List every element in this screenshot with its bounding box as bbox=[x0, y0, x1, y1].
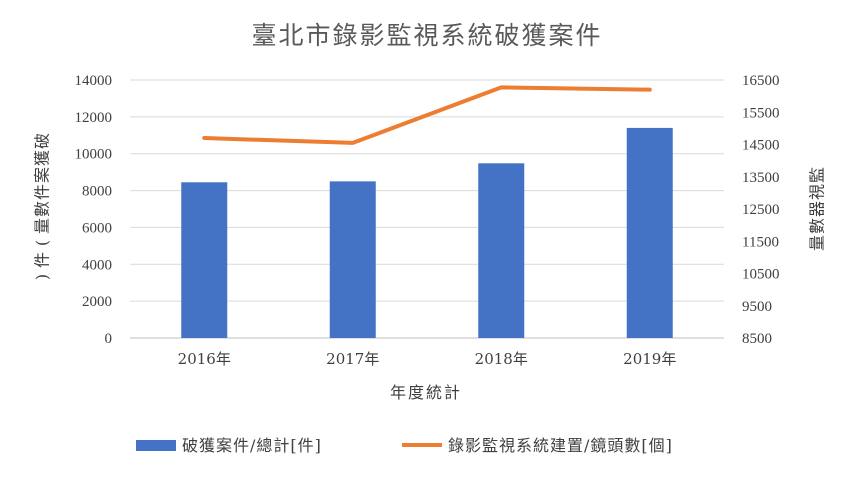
bar bbox=[181, 182, 228, 338]
legend-label: 錄影監視系統建置/鏡頭數[個] bbox=[448, 436, 673, 455]
y-tick-label: 10000 bbox=[75, 147, 113, 163]
svg-text:件: 件 bbox=[33, 250, 52, 268]
bar-series bbox=[181, 127, 673, 339]
y2-tick-label: 8500 bbox=[742, 331, 772, 347]
y-axis-right: 8500 9500 10500 11500 12500 13500 14500 15500 16… bbox=[742, 73, 827, 347]
bar bbox=[329, 181, 376, 338]
y2-tick-label: 11500 bbox=[742, 234, 779, 250]
y2-tick-label: 13500 bbox=[742, 170, 780, 186]
y2-tick-label: 10500 bbox=[742, 267, 780, 283]
legend-label: 破獲案件/總計[件] bbox=[182, 436, 322, 455]
y-tick-label: 14000 bbox=[75, 73, 113, 89]
x-axis: 2016年 2017年 2018年 2019年 bbox=[178, 350, 677, 368]
y2-tick-label: 16500 bbox=[742, 73, 780, 89]
y2-tick-label: 9500 bbox=[742, 299, 772, 315]
legend: 破獲案件/總計[件] 錄影監視系統建置/鏡頭數[個] bbox=[136, 436, 673, 455]
y-tick-label: 8000 bbox=[82, 184, 112, 200]
y-tick-label: 12000 bbox=[75, 110, 113, 126]
svg-text:量: 量 bbox=[33, 216, 52, 234]
svg-text:獲: 獲 bbox=[33, 148, 52, 166]
legend-swatch-bar bbox=[136, 440, 176, 451]
y-tick-label: 4000 bbox=[82, 257, 112, 273]
y-tick-label: 2000 bbox=[82, 294, 112, 310]
y2-tick-label: 14500 bbox=[742, 138, 780, 154]
svg-text:案: 案 bbox=[33, 165, 52, 183]
y2-tick-label: 15500 bbox=[742, 105, 780, 121]
chart-title: 臺北市錄影監視系統破獲案件 bbox=[251, 21, 602, 50]
svg-text:監: 監 bbox=[808, 165, 827, 183]
svg-text:視: 視 bbox=[808, 182, 827, 200]
y-axis-left: 02000400060008000100001200014000破獲案件數量(件… bbox=[33, 73, 113, 347]
x-tick-label: 2018年 bbox=[475, 350, 528, 368]
bar bbox=[626, 127, 673, 339]
series-line bbox=[202, 85, 652, 145]
line-series bbox=[202, 85, 652, 145]
svg-text:數: 數 bbox=[33, 199, 52, 217]
y-tick-label: 6000 bbox=[82, 220, 112, 236]
bar bbox=[478, 163, 525, 338]
x-tick-label: 2017年 bbox=[326, 350, 379, 368]
svg-text:數: 數 bbox=[808, 216, 827, 234]
gridlines bbox=[130, 79, 724, 339]
y2-tick-label: 12500 bbox=[742, 202, 780, 218]
x-axis-title: 年度統計 bbox=[390, 383, 462, 402]
svg-text:件: 件 bbox=[33, 182, 52, 200]
x-tick-label: 2016年 bbox=[178, 350, 231, 368]
svg-text:破: 破 bbox=[33, 131, 52, 149]
svg-text:(: ( bbox=[33, 238, 52, 246]
svg-text:量: 量 bbox=[808, 233, 827, 251]
svg-text:): ) bbox=[33, 272, 52, 280]
svg-text:器: 器 bbox=[808, 199, 827, 217]
x-tick-label: 2019年 bbox=[623, 350, 676, 368]
y-tick-label: 0 bbox=[105, 331, 113, 347]
